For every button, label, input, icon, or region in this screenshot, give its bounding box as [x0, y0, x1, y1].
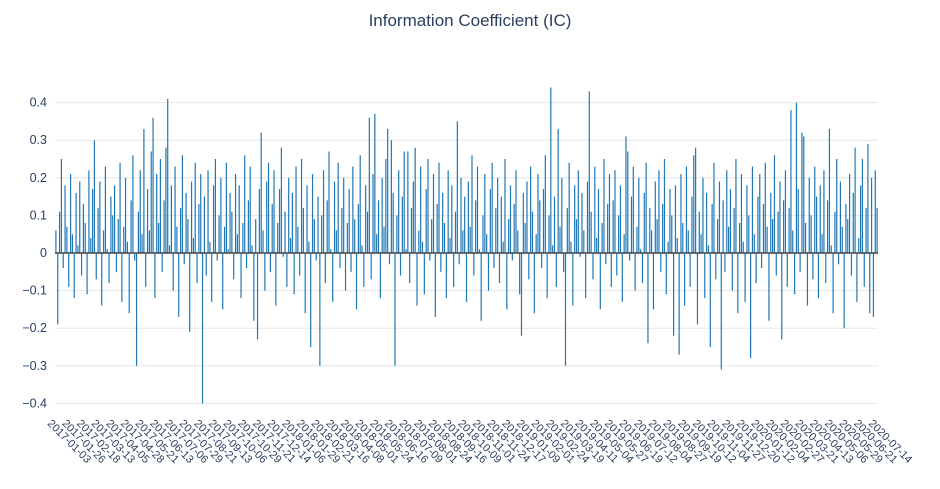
- y-tick-label: 0.3: [30, 133, 47, 147]
- y-tick-label: 0.1: [30, 208, 47, 222]
- y-tick-label: −0.1: [22, 284, 47, 298]
- y-tick-label: −0.3: [22, 359, 47, 373]
- y-tick-label: 0: [40, 246, 47, 260]
- y-tick-label: 0.4: [30, 96, 47, 110]
- y-tick-label: −0.4: [22, 396, 47, 410]
- chart-title: Information Coefficient (IC): [368, 11, 572, 30]
- y-tick-label: −0.2: [22, 321, 47, 335]
- y-tick-label: 0.2: [30, 171, 47, 185]
